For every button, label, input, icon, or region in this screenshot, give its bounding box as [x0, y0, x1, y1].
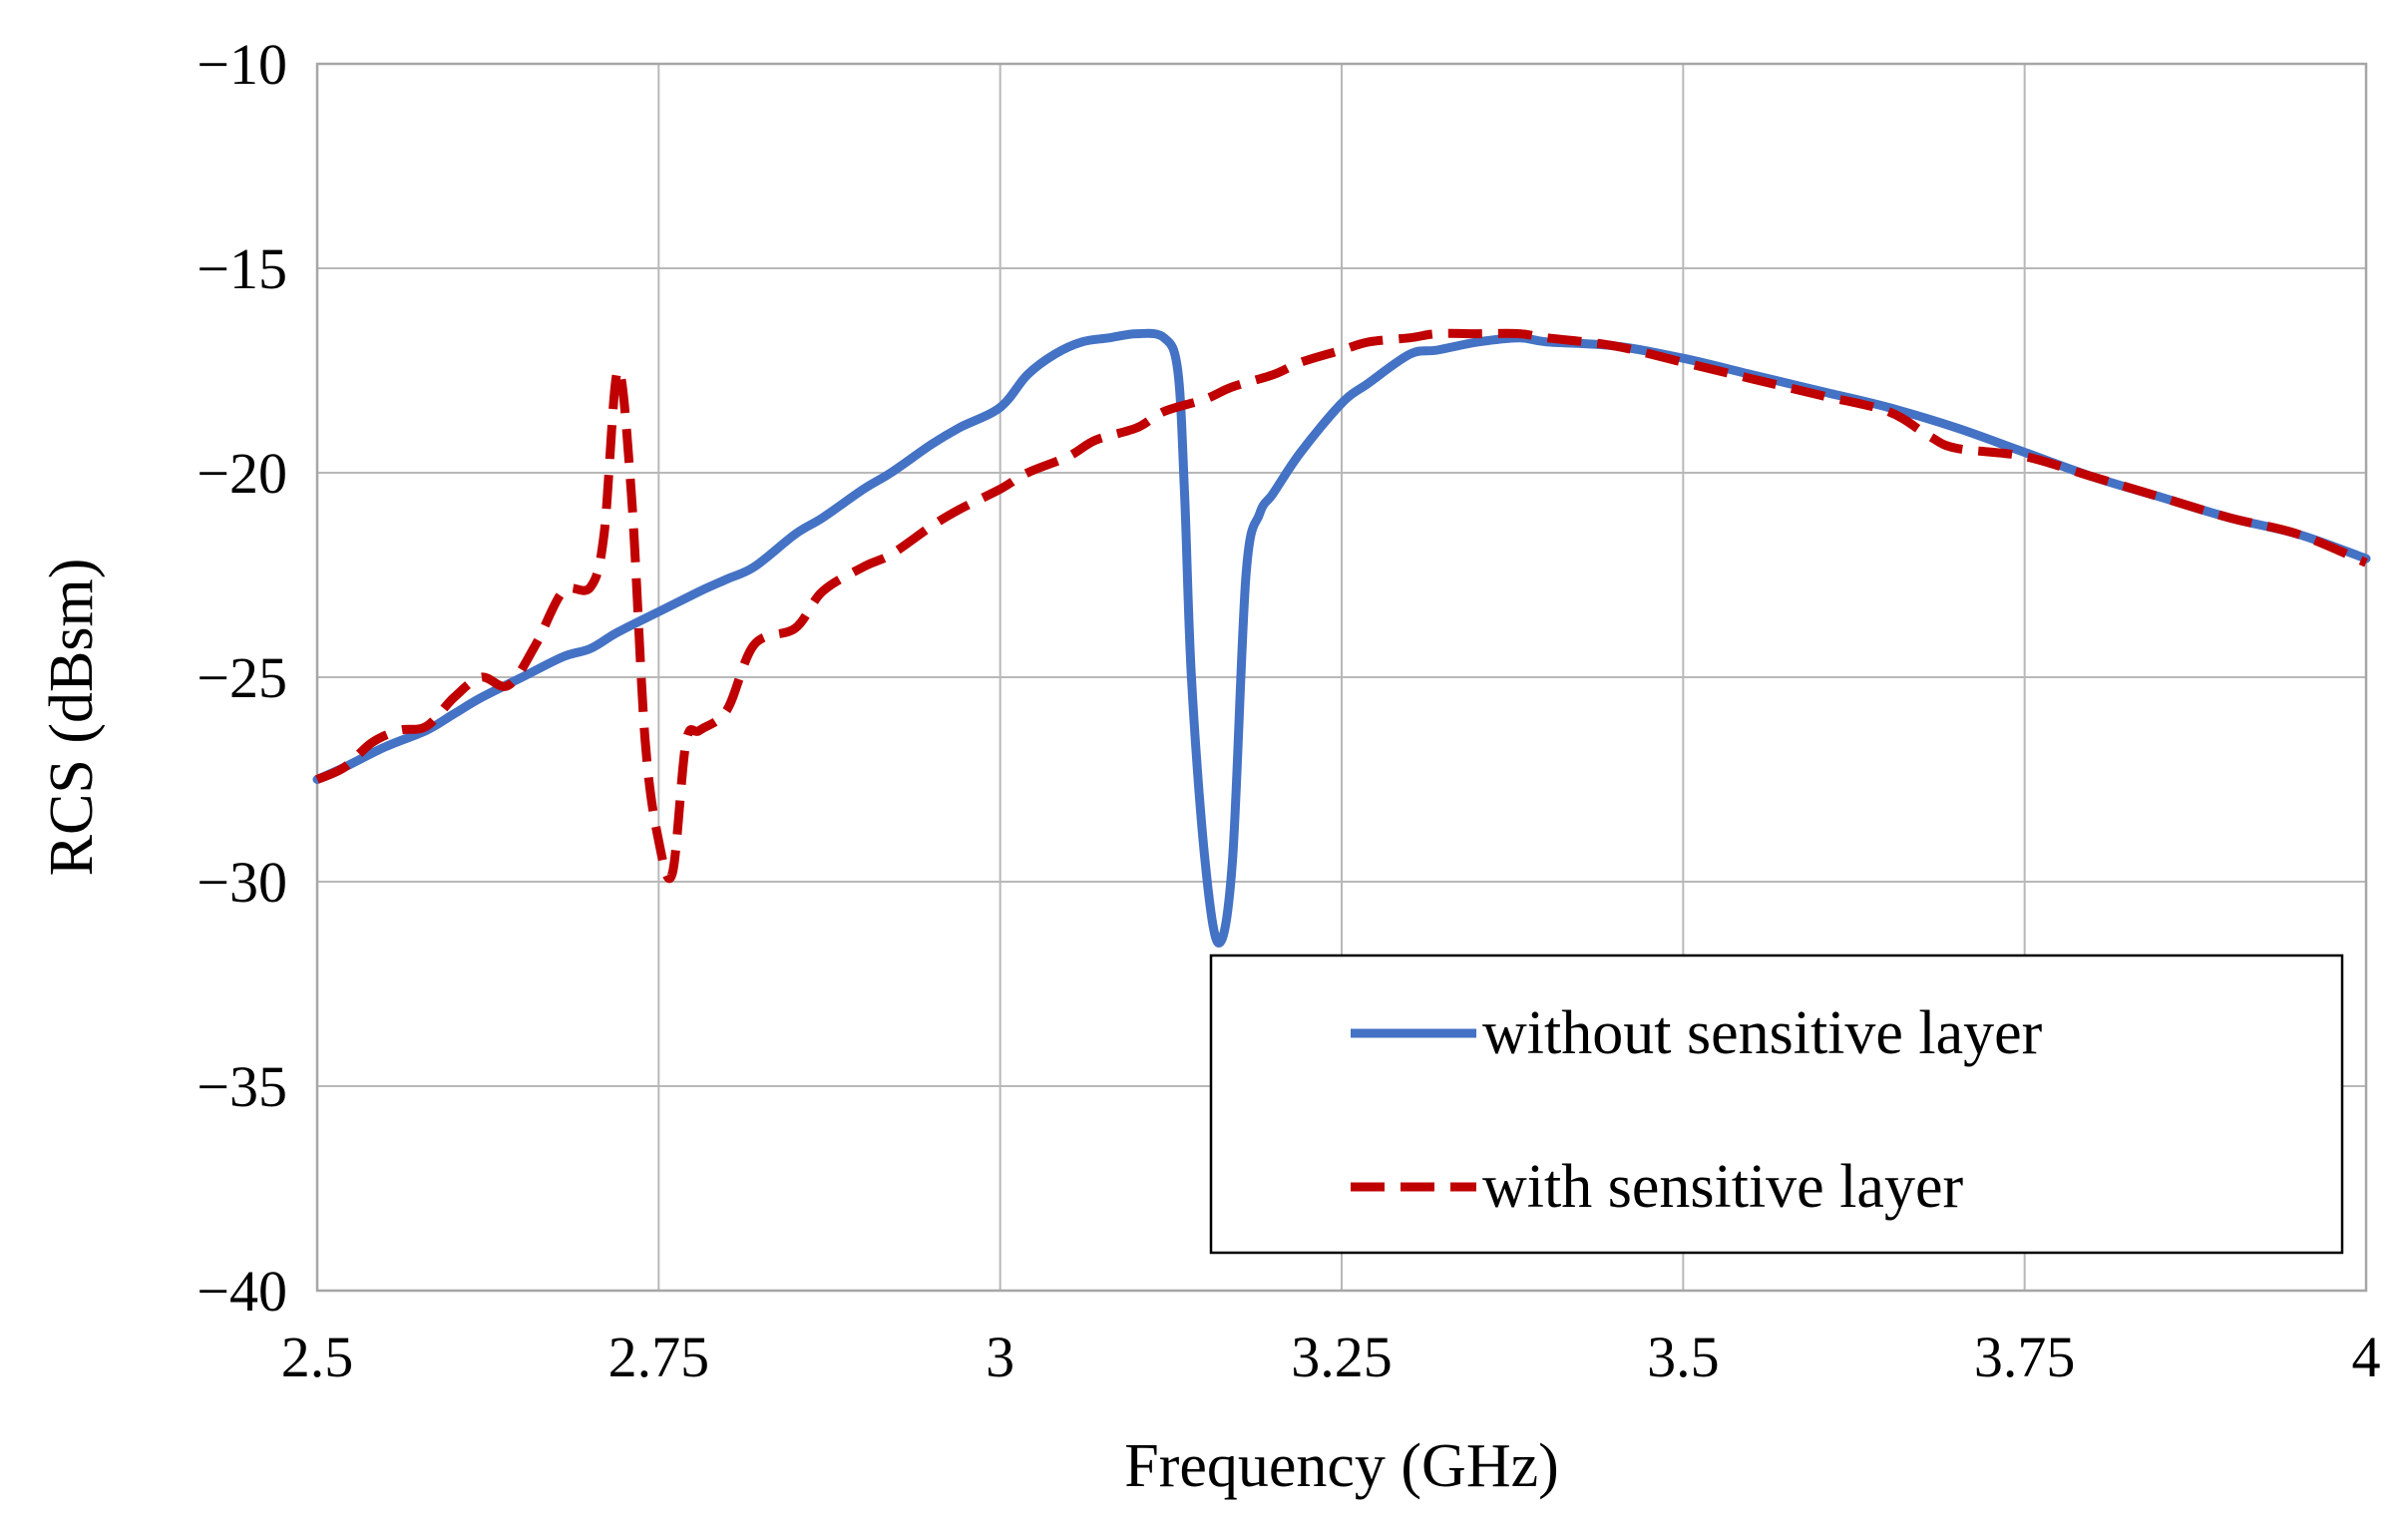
y-tick-label: −30: [197, 850, 287, 915]
x-tick-label: 3.25: [1291, 1325, 1393, 1389]
y-tick-label: −35: [197, 1054, 287, 1119]
y-tick-label: −25: [197, 645, 287, 710]
legend-box: [1209, 953, 2344, 1255]
x-tick-label: 3.5: [1647, 1325, 1720, 1389]
x-tick-labels: 2.5 2.75 3 3.25 3.5 3.75 4: [281, 1325, 2381, 1389]
plot-area-border: [315, 62, 2368, 1293]
legend-label-without-sensitive-layer: without sensitive layer: [1482, 999, 2043, 1067]
x-axis-title: Frequency (GHz): [1124, 1432, 1559, 1500]
x-tick-label: 4: [2352, 1325, 2381, 1389]
y-tick-label: −15: [197, 236, 287, 301]
x-tick-label: 3.75: [1974, 1325, 2076, 1389]
x-tick-label: 2.5: [281, 1325, 354, 1389]
y-tick-label: −10: [197, 32, 287, 97]
y-axis-title: RCS (dBsm): [38, 559, 106, 877]
x-tick-label: 3: [986, 1325, 1014, 1389]
series-lines: [312, 328, 2371, 948]
legend-label-with-sensitive-layer: with sensitive layer: [1482, 1153, 1963, 1221]
y-tick-label: −20: [197, 441, 287, 506]
series-line-with-sensitive-layer: [315, 328, 2368, 884]
y-tick-labels: −10 −15 −20 −25 −30 −35 −40: [197, 32, 287, 1324]
legend: without sensitive layer with sensitive l…: [1209, 953, 2344, 1255]
y-tick-label: −40: [197, 1259, 287, 1324]
x-tick-label: 2.75: [608, 1325, 710, 1389]
